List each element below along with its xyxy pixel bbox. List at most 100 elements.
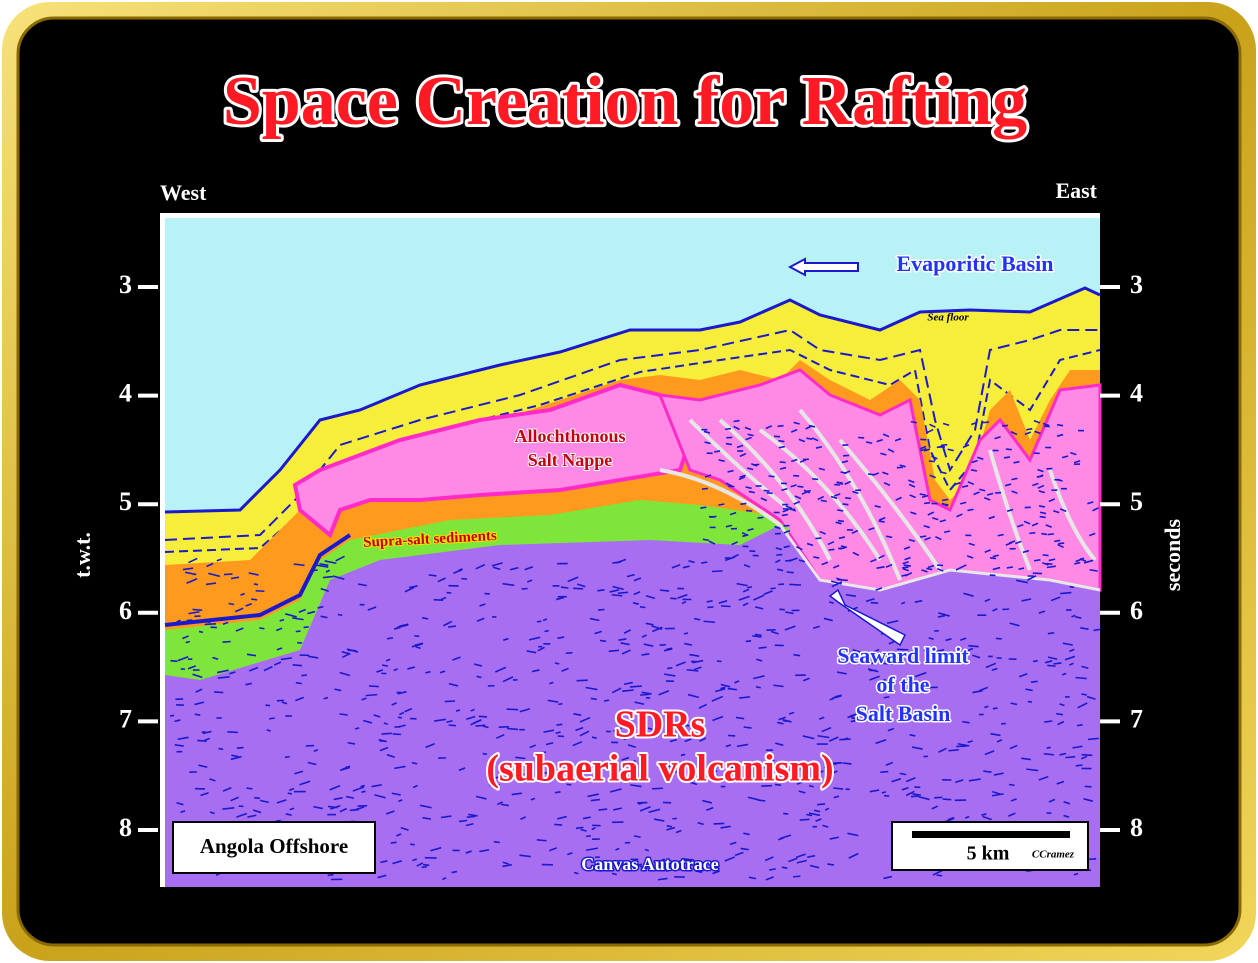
- texture-stroke: [611, 687, 622, 694]
- texture-stroke: [992, 566, 1001, 571]
- texture-stroke: [627, 744, 636, 748]
- texture-stroke: [386, 753, 396, 759]
- texture-stroke: [1015, 540, 1022, 545]
- texture-stroke: [963, 592, 974, 597]
- texture-stroke: [680, 753, 686, 757]
- texture-stroke: [808, 424, 816, 428]
- texture-stroke: [246, 787, 253, 790]
- salt-base: [778, 524, 1101, 592]
- texture-stroke: [273, 661, 282, 666]
- texture-stroke: [708, 540, 716, 545]
- texture-stroke: [745, 436, 752, 441]
- texture-stroke: [945, 637, 952, 642]
- texture-stroke: [876, 438, 883, 443]
- texture-stroke: [821, 561, 829, 566]
- texture-stroke: [833, 795, 840, 799]
- texture-stroke: [990, 732, 1001, 737]
- texture-stroke: [180, 810, 186, 814]
- texture-stroke: [1044, 660, 1053, 664]
- texture-stroke: [840, 545, 848, 549]
- texture-stroke: [381, 732, 392, 735]
- texture-stroke: [444, 700, 456, 703]
- sea-floor-label: Sea floor: [927, 312, 969, 324]
- texture-stroke: [983, 770, 992, 773]
- texture-stroke: [908, 483, 916, 488]
- texture-stroke: [194, 713, 201, 716]
- texture-stroke: [404, 707, 413, 713]
- salt-nappe-label: Allochthonous: [514, 426, 625, 446]
- texture-stroke: [593, 868, 602, 872]
- texture-stroke: [1093, 628, 1101, 632]
- texture-stroke: [1070, 451, 1077, 456]
- texture-stroke: [281, 701, 288, 705]
- texture-stroke: [630, 784, 642, 788]
- texture-stroke: [316, 564, 329, 568]
- texture-stroke: [557, 636, 565, 639]
- texture-stroke: [488, 758, 497, 763]
- texture-stroke: [212, 656, 219, 660]
- texture-stroke: [502, 863, 512, 868]
- texture-stroke: [414, 634, 420, 638]
- texture-stroke: [959, 651, 966, 655]
- texture-stroke: [222, 806, 235, 810]
- texture-stroke: [692, 659, 704, 664]
- evaporitic-basin-label: Evaporitic Basin: [896, 251, 1053, 276]
- texture-stroke: [509, 566, 519, 571]
- texture-stroke: [1083, 798, 1093, 802]
- texture-stroke: [422, 863, 430, 867]
- sdrs-label: (subaerial volcanism): [486, 748, 833, 790]
- texture-stroke: [446, 591, 452, 594]
- texture-stroke: [985, 662, 997, 669]
- texture-stroke: [736, 444, 744, 449]
- texture-stroke: [634, 701, 645, 706]
- texture-stroke: [738, 595, 750, 601]
- texture-stroke: [928, 460, 935, 463]
- texture-stroke: [1087, 737, 1099, 741]
- texture-stroke: [443, 620, 453, 627]
- texture-stroke: [204, 737, 211, 742]
- texture-stroke: [967, 481, 975, 486]
- texture-stroke: [796, 765, 808, 772]
- texture-stroke: [649, 714, 659, 718]
- texture-stroke: [526, 650, 537, 654]
- texture-stroke: [770, 630, 779, 635]
- texture-stroke: [785, 611, 794, 615]
- left-axis-label: t.w.t.: [70, 532, 95, 578]
- texture-stroke: [769, 867, 776, 871]
- texture-stroke: [886, 535, 893, 539]
- texture-stroke: [391, 702, 397, 706]
- texture-stroke: [774, 783, 782, 787]
- texture-stroke: [613, 727, 622, 733]
- texture-stroke: [770, 587, 776, 590]
- texture-stroke: [422, 816, 432, 820]
- texture-stroke: [1059, 703, 1065, 707]
- texture-stroke: [847, 832, 859, 837]
- texture-stroke: [984, 750, 995, 756]
- texture-stroke: [1024, 431, 1032, 436]
- texture-stroke: [342, 766, 351, 770]
- texture-stroke: [590, 798, 600, 802]
- texture-stroke: [294, 770, 304, 775]
- texture-stroke: [386, 636, 394, 640]
- texture-stroke: [491, 562, 503, 567]
- texture-stroke: [1048, 498, 1056, 503]
- texture-stroke: [731, 766, 743, 769]
- texture-stroke: [1018, 567, 1025, 571]
- texture-stroke: [968, 778, 981, 782]
- texture-stroke: [594, 630, 602, 635]
- texture-stroke: [1069, 585, 1075, 589]
- texture-stroke: [903, 546, 911, 550]
- texture-stroke: [1069, 662, 1074, 666]
- texture-stroke: [569, 773, 581, 779]
- texture-stroke: [808, 784, 814, 788]
- texture-stroke: [1056, 478, 1063, 482]
- texture-stroke: [790, 428, 798, 433]
- texture-stroke: [612, 561, 621, 564]
- texture-stroke: [820, 499, 827, 503]
- texture-stroke: [875, 587, 883, 591]
- texture-stroke: [206, 562, 214, 568]
- texture-stroke: [560, 586, 569, 589]
- texture-stroke: [643, 643, 654, 647]
- texture-stroke: [840, 658, 849, 664]
- texture-stroke: [554, 823, 563, 826]
